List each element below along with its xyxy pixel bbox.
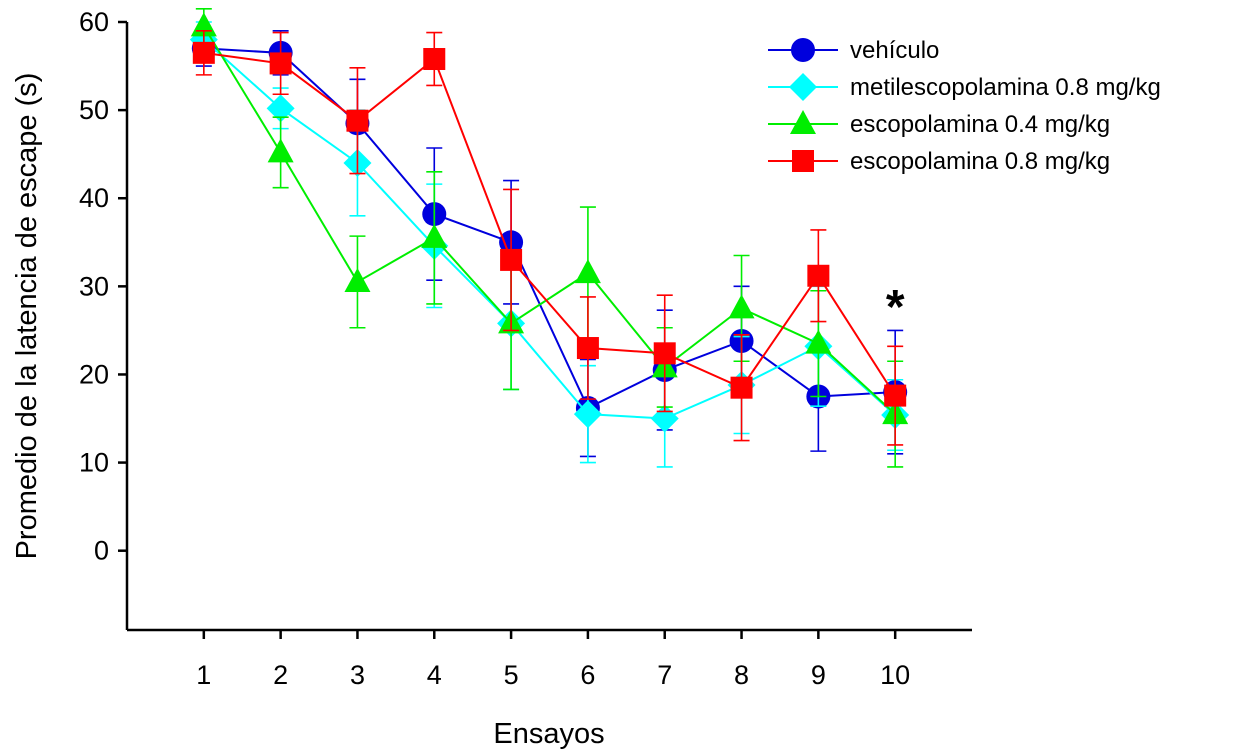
legend-marker (790, 110, 816, 134)
legend-item: escopolamina 0.4 mg/kg (768, 110, 1110, 138)
x-tick-label: 5 (504, 660, 519, 690)
legend: vehículo metilescopolamina 0.8 mg/kg escop… (768, 37, 1161, 175)
y-tick-label: 20 (79, 359, 109, 389)
data-point (346, 109, 369, 132)
legend-label: escopolamina 0.8 mg/kg (850, 148, 1110, 175)
legend-marker (791, 38, 815, 62)
data-point (576, 337, 599, 360)
y-tick-label: 60 (79, 7, 109, 37)
legend-marker (792, 150, 814, 172)
data-point (884, 384, 907, 407)
data-point (421, 223, 448, 248)
data-point (423, 48, 446, 71)
data-point (805, 329, 832, 354)
annotation-layer: * (886, 281, 905, 334)
series-line (202, 25, 896, 415)
axes (125, 22, 972, 632)
x-tick-label: 3 (350, 660, 365, 690)
series-line (203, 38, 896, 420)
y-ticks: 0 10 20 30 40 50 60 (79, 7, 127, 566)
legend-label: vehículo (850, 37, 939, 64)
legend-item: vehículo (768, 37, 939, 64)
y-tick-label: 0 (94, 536, 109, 566)
y-axis-title: Promedio de la latencia de escape (s) (11, 73, 43, 560)
series-4 (192, 30, 907, 446)
x-ticks: 1 2 3 4 5 6 7 8 9 10 (196, 630, 910, 690)
x-tick-label: 2 (273, 660, 288, 690)
legend-label: metilescopolamina 0.8 mg/kg (850, 74, 1161, 101)
series-line (203, 51, 897, 397)
data-point (266, 94, 295, 123)
significance-asterisk: * (886, 281, 905, 334)
legend-label: escopolamina 0.4 mg/kg (850, 111, 1110, 138)
x-tick-label: 1 (196, 660, 211, 690)
legend-item: escopolamina 0.8 mg/kg (768, 148, 1110, 175)
data-point (728, 294, 755, 319)
data-point (344, 267, 371, 292)
data-point (574, 259, 601, 284)
x-tick-label: 10 (880, 660, 910, 690)
x-tick-label: 9 (811, 660, 826, 690)
legend-marker (789, 73, 817, 101)
x-axis-title: Ensayos (493, 718, 604, 750)
data-point (807, 264, 830, 287)
data-point (267, 138, 294, 163)
x-tick-label: 4 (427, 660, 442, 690)
y-tick-label: 50 (79, 95, 109, 125)
legend-item: metilescopolamina 0.8 mg/kg (768, 73, 1161, 101)
x-tick-label: 7 (657, 660, 672, 690)
data-point (573, 400, 602, 429)
data-point (500, 248, 523, 271)
data-point (730, 376, 753, 399)
y-tick-label: 10 (79, 448, 109, 478)
y-tick-label: 30 (79, 271, 109, 301)
series-layer (189, 7, 910, 468)
y-tick-label: 40 (79, 183, 109, 213)
x-tick-label: 6 (580, 660, 595, 690)
data-point (192, 41, 215, 64)
data-point (653, 342, 676, 365)
series-line (203, 47, 896, 410)
x-tick-label: 8 (734, 660, 749, 690)
data-point (269, 52, 292, 75)
